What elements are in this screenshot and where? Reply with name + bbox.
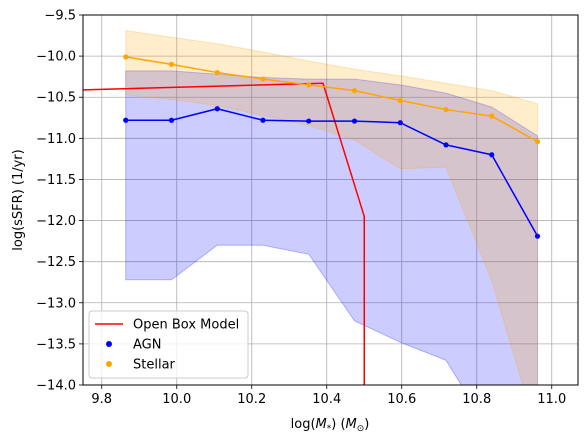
y-tick-label: −12.0 [36, 214, 76, 229]
agn-point [534, 233, 541, 239]
stellar-point [534, 139, 541, 145]
legend-label-stellar: Stellar [133, 358, 176, 373]
legend-marker-agn [106, 341, 112, 347]
y-tick-label: −10.0 [36, 50, 76, 65]
agn-point [214, 106, 220, 112]
x-tick-label: 10.0 [162, 392, 191, 407]
agn-point [123, 117, 129, 123]
y-axis-ticks: −9.5 −10.0 −10.5 −11.0 −11.5 −12.0 −12.5 −13.0 −… [36, 9, 83, 394]
legend-marker-stellar [106, 361, 112, 367]
plot-frame [82, 14, 579, 386]
y-tick-label: −13.5 [36, 337, 76, 352]
y-tick-label: −12.5 [36, 255, 76, 270]
x-tick-label: 9.8 [91, 392, 112, 407]
agn-point [306, 118, 312, 124]
bands-layer [125, 30, 538, 385]
legend: Open Box Model AGN Stellar [88, 310, 249, 379]
stellar-band [125, 30, 538, 385]
y-tick-label: −9.5 [44, 9, 76, 24]
stellar-point [443, 106, 449, 113]
x-tick-label: 10.6 [387, 392, 416, 407]
y-tick-label: −10.5 [36, 91, 76, 106]
open-box-model-line [83, 82, 365, 385]
stellar-line [125, 56, 538, 143]
x-axis-label: log(M*) (M⊙) [291, 417, 370, 434]
stellar-point [123, 54, 129, 60]
agn-point [260, 117, 266, 123]
agn-point [443, 142, 449, 148]
agn-point [489, 152, 495, 158]
y-tick-label: −11.5 [36, 173, 76, 188]
x-tick-label: 10.2 [237, 392, 266, 407]
stellar-point [260, 76, 266, 82]
y-tick-label: −11.0 [36, 132, 76, 147]
agn-line [125, 107, 539, 237]
stellar-point [397, 97, 403, 104]
legend-label-open-box: Open Box Model [133, 318, 239, 333]
x-tick-label: 10.4 [312, 392, 341, 407]
x-tick-label: 10.8 [462, 392, 491, 407]
agn-point [397, 120, 403, 126]
stellar-point [214, 69, 220, 76]
y-tick-label: −14.0 [36, 379, 76, 394]
x-axis-ticks: 9.8 10.0 10.2 10.4 10.6 10.8 11.0 [91, 385, 566, 407]
y-tick-label: −13.0 [36, 296, 76, 311]
lines-layer [83, 54, 541, 385]
legend-label-agn: AGN [133, 338, 161, 353]
legend-box [88, 310, 249, 379]
stellar-point [489, 113, 495, 119]
agn-band [125, 70, 538, 385]
stellar-point [306, 82, 312, 88]
agn-point [351, 118, 358, 124]
stellar-point [351, 88, 358, 94]
y-axis-label: log(sSFR) (1/yr) [11, 149, 26, 250]
x-tick-label: 11.0 [537, 392, 566, 407]
stellar-point [168, 61, 175, 67]
agn-point [168, 117, 175, 123]
